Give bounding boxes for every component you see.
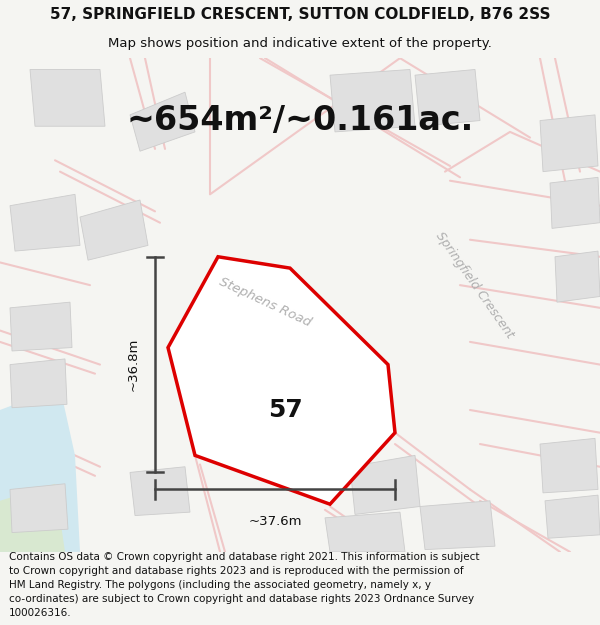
Polygon shape — [550, 177, 600, 228]
Polygon shape — [10, 194, 80, 251]
Text: Contains OS data © Crown copyright and database right 2021. This information is : Contains OS data © Crown copyright and d… — [9, 552, 479, 618]
Text: ~36.8m: ~36.8m — [127, 338, 139, 391]
Polygon shape — [325, 512, 405, 552]
Polygon shape — [130, 467, 190, 516]
Polygon shape — [255, 404, 325, 467]
Polygon shape — [330, 69, 415, 132]
Polygon shape — [168, 257, 395, 504]
Text: Springfield Crescent: Springfield Crescent — [433, 229, 517, 341]
Text: 57: 57 — [268, 398, 302, 422]
Text: Map shows position and indicative extent of the property.: Map shows position and indicative extent… — [108, 37, 492, 50]
Polygon shape — [10, 302, 72, 351]
Polygon shape — [80, 200, 148, 260]
Polygon shape — [0, 388, 80, 552]
Polygon shape — [10, 359, 67, 408]
Polygon shape — [30, 69, 105, 126]
Text: 57, SPRINGFIELD CRESCENT, SUTTON COLDFIELD, B76 2SS: 57, SPRINGFIELD CRESCENT, SUTTON COLDFIE… — [50, 7, 550, 22]
Polygon shape — [0, 484, 65, 552]
Text: ~37.6m: ~37.6m — [248, 515, 302, 528]
Text: ~654m²/~0.161ac.: ~654m²/~0.161ac. — [127, 104, 473, 137]
Polygon shape — [350, 456, 420, 514]
Polygon shape — [130, 92, 195, 151]
Polygon shape — [10, 484, 68, 532]
Polygon shape — [540, 438, 598, 493]
Polygon shape — [420, 501, 495, 549]
Polygon shape — [545, 495, 600, 538]
Text: Stephens Road: Stephens Road — [217, 275, 313, 329]
Polygon shape — [540, 115, 598, 172]
Polygon shape — [415, 69, 480, 126]
Polygon shape — [555, 251, 600, 302]
